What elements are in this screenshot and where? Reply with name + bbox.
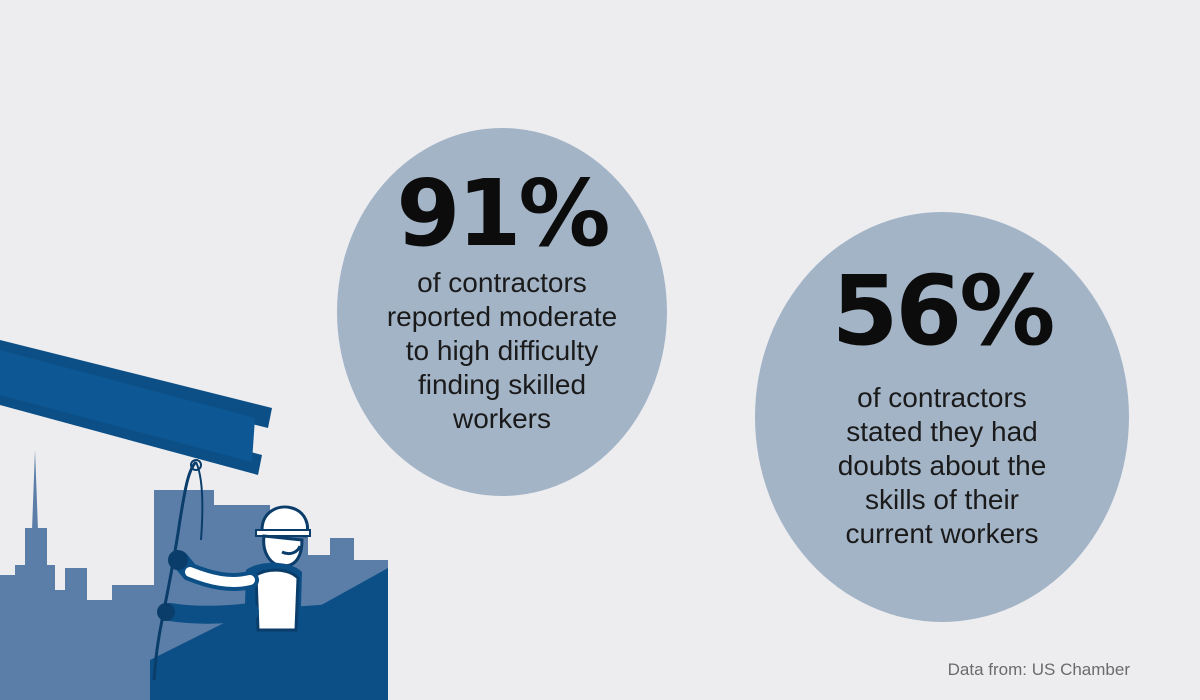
stat-bubble-worker-skill-doubts: 56% of contractors stated they had doubt… [755,212,1129,622]
worker-icon [157,505,311,640]
construction-worker-illustration [0,340,388,700]
steel-beam-icon [0,340,272,475]
stat-value: 91% [396,160,610,267]
stat-bubble-skilled-worker-difficulty: 91% of contractors reported moderate to … [337,128,667,496]
stat-caption: of contractors reported moderate to high… [386,267,618,434]
rope-icon [152,459,204,681]
stat-value: 56% [831,255,1056,367]
source-note: Data from: US Chamber [947,660,1130,679]
stat-caption: of contractors stated they had doubts ab… [837,382,1047,549]
